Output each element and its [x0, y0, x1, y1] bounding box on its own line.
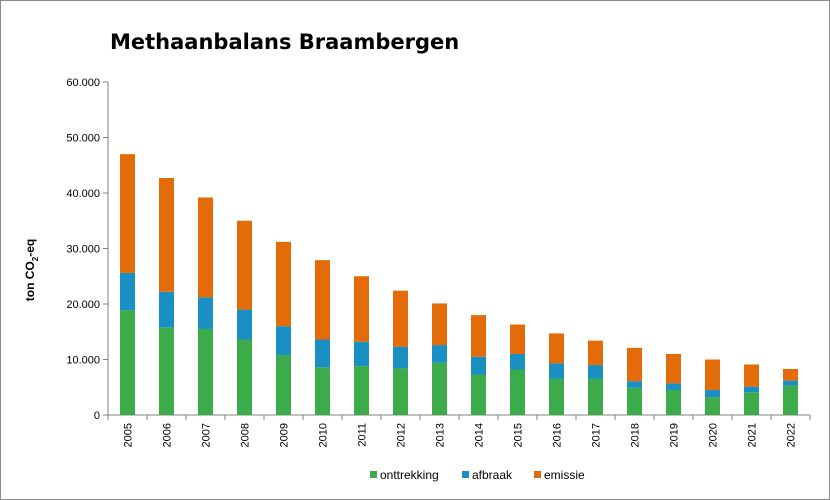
bar-emissie-2021: [743, 364, 760, 387]
y-tick-label: 20.000: [66, 299, 100, 311]
bar-afbraak-2008: [236, 309, 253, 340]
x-tick-label: 2013: [435, 423, 447, 447]
bar-afbraak-2007: [197, 297, 214, 329]
bar-afbraak-2017: [587, 365, 604, 379]
bar-afbraak-2019: [665, 383, 682, 391]
bar-emissie-2013: [431, 303, 448, 346]
legend-label-afbraak: afbraak: [472, 468, 513, 482]
y-axis: 0 10.000 20.000 30.000 40.000 50.000 60.000: [66, 77, 109, 422]
legend-label-emissie: emissie: [544, 468, 585, 482]
x-tick-label: 2015: [513, 423, 525, 447]
chart-title: Methaanbalans Braambergen: [110, 30, 460, 54]
bar-emissie-2016: [548, 333, 565, 364]
y-tick-label: 0: [94, 410, 100, 422]
x-tick-label: 2019: [669, 423, 681, 447]
y-tick-label: 50.000: [66, 133, 100, 145]
bar-onttrekking-2008: [236, 339, 253, 415]
x-tick-label: 2021: [747, 423, 759, 447]
bar-afbraak-2014: [470, 356, 487, 375]
bar-onttrekking-2011: [353, 366, 370, 415]
y-axis-label: ton CO2-eq: [23, 239, 40, 301]
bar-afbraak-2020: [704, 390, 721, 398]
bar-afbraak-2006: [158, 291, 175, 328]
bar-onttrekking-2010: [314, 367, 331, 415]
legend-swatch-emissie: [534, 471, 541, 478]
x-tick-label: 2022: [786, 423, 798, 447]
bar-afbraak-2021: [743, 386, 760, 393]
bar-onttrekking-2018: [626, 387, 643, 415]
y-axis-label-subscript: 2: [31, 256, 40, 261]
bars: [119, 154, 799, 415]
x-tick-label: 2016: [552, 423, 564, 447]
bar-emissie-2007: [197, 197, 214, 298]
bar-onttrekking-2016: [548, 378, 565, 415]
bar-emissie-2019: [665, 353, 682, 384]
bar-onttrekking-2021: [743, 392, 760, 415]
bar-onttrekking-2005: [119, 310, 136, 415]
bar-onttrekking-2022: [782, 385, 799, 415]
bar-onttrekking-2009: [275, 355, 292, 415]
bar-afbraak-2005: [119, 272, 136, 311]
y-axis-label-main: ton CO: [23, 261, 37, 301]
x-axis: 2005 2006 2007 2008 2009 2010 2011 2012 2013 2014…: [107, 414, 811, 447]
y-axis-label-suffix: -eq: [23, 239, 37, 257]
bar-emissie-2005: [119, 154, 136, 273]
legend-swatch-onttrekking: [370, 471, 377, 478]
bar-emissie-2008: [236, 220, 253, 310]
x-tick-label: 2020: [708, 423, 720, 447]
x-tick-label: 2008: [240, 423, 252, 447]
x-tick-label: 2014: [474, 423, 486, 447]
bar-afbraak-2018: [626, 381, 643, 388]
bar-afbraak-2009: [275, 326, 292, 356]
bar-emissie-2009: [275, 241, 292, 327]
bar-emissie-2022: [782, 368, 799, 381]
bar-onttrekking-2012: [392, 368, 409, 415]
legend-swatch-afbraak: [462, 471, 469, 478]
bar-emissie-2015: [509, 324, 526, 354]
x-tick-label: 2006: [162, 423, 174, 447]
x-tick-label: 2010: [318, 423, 330, 447]
bar-afbraak-2010: [314, 339, 331, 368]
y-tick-label: 60.000: [66, 77, 100, 89]
x-tick-label: 2018: [630, 423, 642, 447]
bar-emissie-2010: [314, 260, 331, 340]
x-tick-label: 2009: [279, 423, 291, 447]
bar-onttrekking-2019: [665, 390, 682, 415]
bar-afbraak-2015: [509, 353, 526, 370]
x-tick-label: 2011: [357, 423, 369, 447]
bar-onttrekking-2007: [197, 328, 214, 415]
y-tick-label: 40.000: [66, 188, 100, 200]
bar-emissie-2017: [587, 340, 604, 366]
bar-emissie-2014: [470, 315, 487, 357]
bar-emissie-2020: [704, 359, 721, 391]
bar-onttrekking-2013: [431, 362, 448, 415]
bar-onttrekking-2015: [509, 369, 526, 415]
bar-afbraak-2022: [782, 380, 799, 386]
x-tick-label: 2005: [123, 423, 135, 447]
bar-emissie-2018: [626, 347, 643, 382]
bar-afbraak-2016: [548, 363, 565, 379]
legend-label-onttrekking: onttrekking: [380, 468, 439, 482]
y-tick-label: 30.000: [66, 244, 100, 256]
bar-emissie-2006: [158, 178, 175, 292]
bar-afbraak-2012: [392, 346, 409, 369]
bar-emissie-2012: [392, 290, 409, 347]
bar-afbraak-2011: [353, 341, 370, 367]
x-tick-label: 2007: [201, 423, 213, 447]
bar-emissie-2011: [353, 276, 370, 342]
x-tick-label: 2012: [396, 423, 408, 447]
bar-onttrekking-2006: [158, 327, 175, 415]
y-tick-label: 10.000: [66, 355, 100, 367]
bar-onttrekking-2020: [704, 397, 721, 415]
bar-afbraak-2013: [431, 345, 448, 363]
bar-onttrekking-2014: [470, 374, 487, 415]
x-tick-label: 2017: [591, 423, 603, 447]
bar-onttrekking-2017: [587, 378, 604, 415]
legend: onttrekking afbraak emissie: [370, 468, 585, 482]
